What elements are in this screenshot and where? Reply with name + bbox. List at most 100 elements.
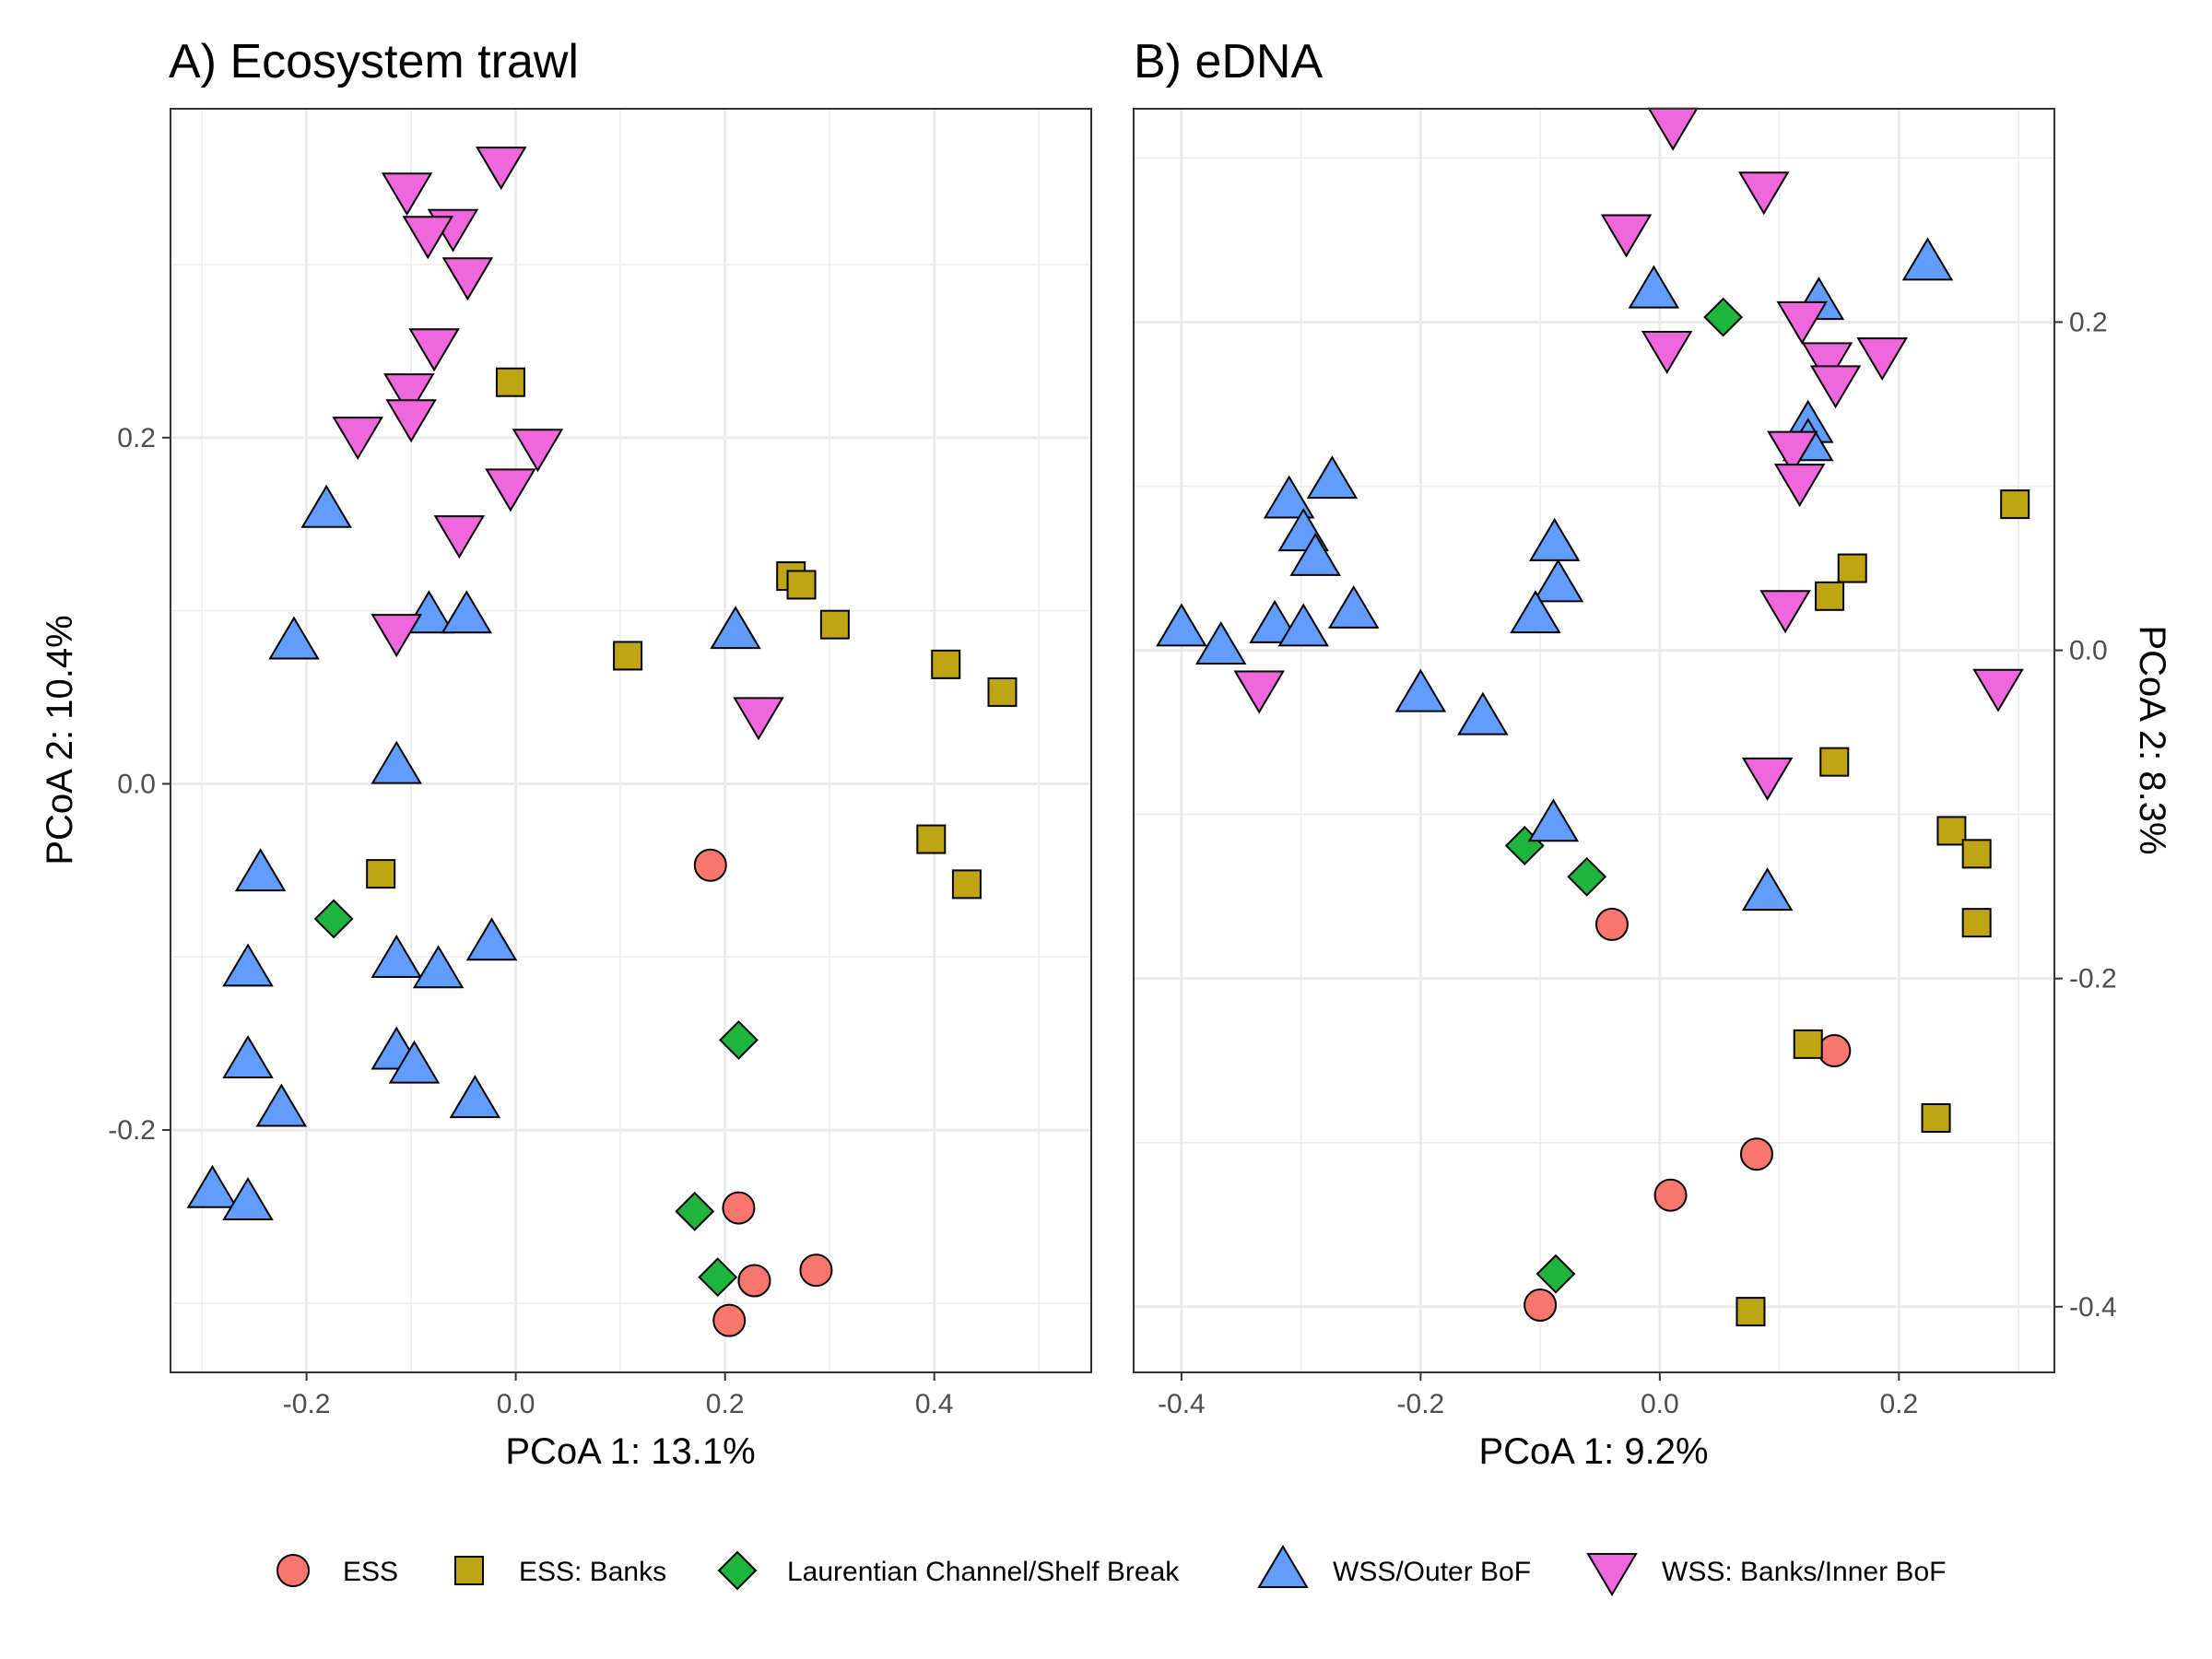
point-ess-banks [1921,1103,1951,1134]
x-tick-label: 0.4 [915,1389,954,1419]
point-wss-outer-bof [1532,559,1584,603]
point-laurentian-channel-shelf-break [1567,856,1607,897]
panel-a-background [171,109,1091,1372]
point-laurentian-channel-shelf-break [1703,297,1744,337]
point-wss-outer-bof [710,606,761,650]
legend-key-laurentian-channel-shelf-break [717,1550,758,1591]
legend-key-wss-outer-bof [1257,1545,1309,1588]
legend-item-ess: ESS [276,1554,398,1587]
point-wss-banks-inner-bof [1759,590,1811,634]
point-ess-banks [1961,839,1992,869]
point-ess [799,1253,833,1288]
point-wss-outer-bof [1741,867,1794,912]
legend-key-ess [276,1554,310,1587]
point-wss-outer-bof [222,943,274,987]
point-wss-outer-bof [1510,590,1561,634]
legend: ESS ESS: Banks Laurentian Channel/Shelf Br… [276,1545,1946,1596]
y-tick-label: 0.2 [117,423,156,453]
point-wss-banks-inner-bof [408,328,460,372]
panel-b-points [1156,107,2030,1327]
point-wss-banks-inner-bof [332,417,383,461]
point-wss-outer-bof [1289,532,1341,576]
x-tick-label: 0.0 [1641,1389,1679,1419]
point-ess-banks [987,677,1018,707]
y-tick-label: -0.2 [108,1115,156,1146]
y-tick-label: 0.0 [117,769,156,799]
y-tick-label: 0.0 [2069,636,2108,666]
point-ess [1524,1288,1558,1322]
point-wss-banks-inner-bof [385,399,437,443]
legend-label: WSS: Banks/Inner BoF [1662,1557,1946,1587]
point-ess-banks [1936,816,1967,846]
point-wss-outer-bof [371,935,422,979]
point-wss-outer-bof [1394,668,1447,712]
point-wss-outer-bof [1628,265,1680,309]
point-wss-outer-bof [371,740,422,784]
panel-a-x-axis-title: PCoA 1: 13.1% [505,1431,755,1472]
point-wss-outer-bof [1527,798,1580,842]
x-tick-label: 0.0 [497,1389,535,1419]
point-wss-banks-inner-bof [1641,330,1693,374]
x-tick-label: 0.2 [706,1389,745,1419]
point-wss-outer-bof [268,616,320,660]
point-ess [1653,1178,1688,1212]
point-laurentian-channel-shelf-break [313,899,354,939]
legend-label: ESS: Banks [519,1557,666,1587]
point-ess-banks [916,824,947,854]
x-tick-label: -0.2 [1397,1389,1445,1419]
panel-b-border [1133,108,2055,1373]
point-ess-banks [931,649,961,679]
legend-label: WSS/Outer BoF [1333,1557,1531,1587]
panel-b-background [1134,109,2054,1372]
point-ess-banks [495,367,525,397]
point-wss-outer-bof [388,1040,441,1084]
point-wss-outer-bof [449,1075,501,1119]
point-wss-outer-bof [222,1176,274,1220]
point-wss-banks-inner-bof [1801,342,1853,386]
legend-item-wss-banks-inner-bof: WSS: Banks/Inner BoF [1586,1553,1946,1596]
panel-a-points [186,147,1018,1337]
panel-b-edna: B) eDNA -0.4 -0.2 0.0 0.2 -0.4 -0.2 0.0 0.2 PCo… [1133,35,2172,1472]
legend-item-laurentian-channel-shelf-break: Laurentian Channel/Shelf Break [717,1550,1180,1591]
point-ess-banks [1793,1029,1823,1059]
point-wss-banks-inner-bof [1773,464,1826,508]
point-wss-outer-bof [1277,603,1329,647]
point-ess-banks [366,859,396,889]
legend-label: ESS [343,1557,398,1587]
panel-b-gridlines [1134,109,2054,1372]
point-wss-banks-inner-bof [402,216,454,260]
point-wss-outer-bof [222,1034,274,1078]
point-ess-banks [2000,489,2030,520]
point-wss-banks-inner-bof [381,172,433,217]
point-laurentian-channel-shelf-break [719,1019,759,1060]
point-ess-banks [1837,553,1867,583]
point-wss-outer-bof [255,1083,308,1127]
point-wss-outer-bof [412,945,465,989]
point-laurentian-channel-shelf-break [1535,1253,1576,1294]
point-wss-outer-bof [1528,517,1581,561]
point-ess [1818,1034,1852,1068]
point-wss-outer-bof [1194,621,1247,665]
point-ess [722,1191,756,1225]
panel-a-title: A) Ecosystem trawl [169,35,579,88]
point-ess-banks [819,609,850,640]
x-tick-label: -0.2 [283,1389,331,1419]
point-wss-banks-inner-bof [1809,365,1862,409]
point-wss-banks-inner-bof [485,468,536,512]
point-wss-outer-bof [1457,691,1509,735]
point-wss-banks-inner-bof [1233,670,1285,714]
point-laurentian-channel-shelf-break [675,1191,715,1231]
point-wss-outer-bof [465,917,518,961]
point-wss-outer-bof [1327,584,1380,629]
point-ess [737,1264,771,1298]
point-wss-outer-bof [441,590,493,634]
point-laurentian-channel-shelf-break [698,1257,738,1298]
legend-key-wss-banks-inner-bof [1586,1553,1638,1596]
point-wss-banks-inner-bof [1856,337,1908,382]
point-wss-outer-bof [234,848,287,892]
point-wss-banks-inner-bof [1737,171,1790,216]
point-ess [1594,907,1629,941]
y-tick-label: 0.2 [2069,307,2108,337]
y-tick-label: -0.2 [2069,964,2117,994]
